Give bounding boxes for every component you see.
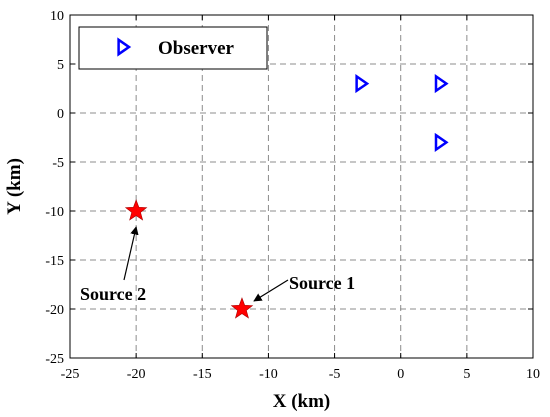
axis-ticks: -25 -20 -15 -10 -5 0 5 10 -25 -20 -15 -10 -5 0 5 10 [45,9,540,382]
x-tick-label: -5 [329,367,341,382]
annotations: Source 1 Source 2 [80,226,355,304]
annotation-arrow [123,226,139,281]
x-tick-label: -15 [193,367,212,382]
legend-box [78,26,268,70]
annotation-label: Source 1 [289,273,355,293]
observer-marker [355,74,370,94]
y-tick-label: -20 [45,303,64,318]
observer-marker [434,132,449,152]
x-tick-label: 0 [397,367,404,382]
y-tick-label: 5 [57,58,64,73]
annotation-arrow [253,279,289,302]
source-star-marker [124,199,148,221]
x-axis-label: X (km) [273,391,331,412]
y-tick-label: -15 [45,254,64,269]
y-tick-label: -25 [45,352,64,367]
legend-observer-label: Observer [158,38,235,59]
y-tick-label: 0 [57,107,64,122]
grid [70,15,533,358]
y-tick-label: -5 [52,156,64,171]
x-tick-label: -20 [127,367,146,382]
data-markers [124,74,449,319]
observer-marker [434,74,449,94]
legend-observer-marker [117,37,132,57]
y-axis-label: Y (km) [4,158,25,215]
y-tick-label: 10 [50,9,64,24]
x-tick-label: 10 [526,367,540,382]
x-tick-label: -10 [259,367,278,382]
x-tick-label: -25 [61,367,80,382]
y-tick-label: -10 [45,205,64,220]
source-star-marker [230,297,254,319]
annotation-label: Source 2 [80,284,146,304]
x-tick-label: 5 [463,367,470,382]
plot-frame [69,14,534,359]
legend: Observer [78,26,268,70]
